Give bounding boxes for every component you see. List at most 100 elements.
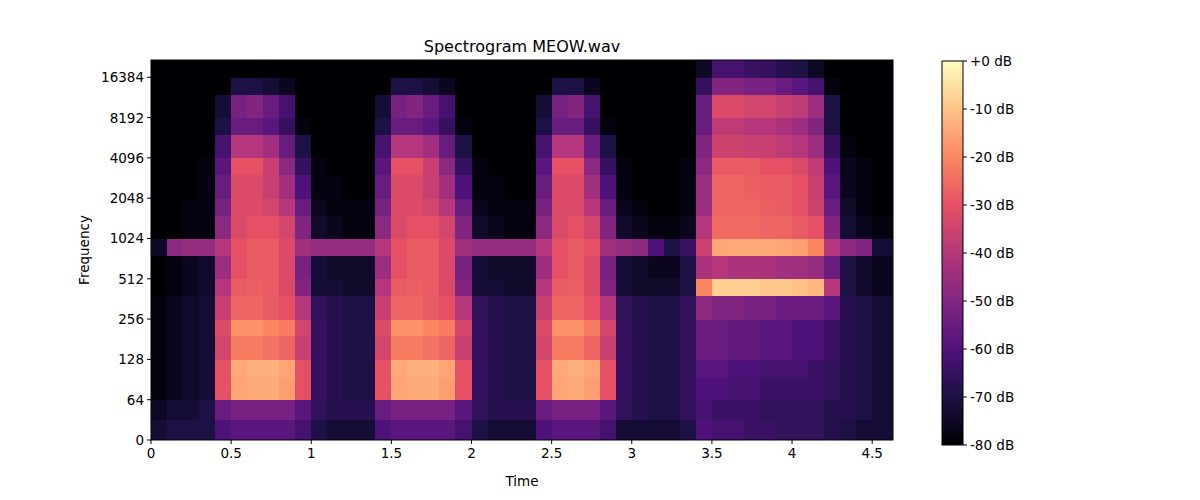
heatmap-cell <box>616 134 633 158</box>
heatmap-cell <box>600 118 617 135</box>
heatmap-cell <box>584 400 601 421</box>
heatmap-cell <box>808 238 825 255</box>
heatmap-cell <box>856 60 873 78</box>
heatmap-cell <box>183 400 200 421</box>
heatmap-cell <box>520 198 537 215</box>
heatmap-cell <box>167 60 184 78</box>
heatmap-cell <box>536 400 553 421</box>
heatmap-cell <box>455 215 472 239</box>
heatmap-cell <box>472 400 489 421</box>
heatmap-cell <box>327 77 344 94</box>
heatmap-cell <box>744 255 761 279</box>
heatmap-cell <box>760 175 777 199</box>
heatmap-cell <box>536 238 553 255</box>
heatmap-cell <box>568 77 585 94</box>
x-tick-label: 4.5 <box>861 445 882 461</box>
heatmap-cell <box>199 279 216 296</box>
heatmap-cell <box>439 60 456 78</box>
heatmap-cell <box>552 296 569 320</box>
heatmap-cell <box>359 94 376 118</box>
heatmap-cell <box>600 255 617 279</box>
x-tick <box>151 440 152 444</box>
heatmap-cell <box>423 158 440 175</box>
heatmap-cell <box>375 60 392 78</box>
y-tick-label: 0 <box>135 432 144 448</box>
heatmap-cell <box>391 118 408 135</box>
heatmap-cell <box>728 118 745 135</box>
heatmap-cell <box>488 255 505 279</box>
heatmap-cell <box>439 255 456 279</box>
heatmap-cell <box>536 198 553 215</box>
heatmap-cell <box>263 279 280 296</box>
heatmap-cell <box>343 319 360 336</box>
heatmap-cell <box>760 158 777 175</box>
heatmap-cell <box>263 359 280 376</box>
heatmap-cell <box>664 215 681 239</box>
heatmap-cell <box>151 238 168 255</box>
x-tick <box>231 440 232 444</box>
heatmap-cell <box>712 134 729 158</box>
heatmap-cell <box>824 296 841 320</box>
heatmap-cell <box>215 359 232 376</box>
heatmap-cell <box>744 94 761 118</box>
heatmap-cell <box>728 376 745 400</box>
heatmap-cell <box>584 94 601 118</box>
heatmap-cell <box>279 134 296 158</box>
heatmap-cell <box>391 77 408 94</box>
heatmap-cell <box>215 60 232 78</box>
heatmap-cell <box>311 279 328 296</box>
heatmap-cell <box>504 134 521 158</box>
heatmap-cell <box>215 118 232 135</box>
heatmap-cell <box>840 238 857 255</box>
heatmap-cell <box>520 420 537 440</box>
colorbar-tick-label: -70 dB <box>970 389 1014 405</box>
heatmap-cell <box>504 336 521 360</box>
heatmap-cell <box>199 376 216 400</box>
heatmap-cell <box>616 296 633 320</box>
heatmap-cell <box>664 296 681 320</box>
heatmap-cell <box>728 336 745 360</box>
heatmap-cell <box>488 134 505 158</box>
heatmap-cell <box>696 279 713 296</box>
heatmap-cell <box>375 319 392 336</box>
y-tick-label: 256 <box>118 311 144 327</box>
heatmap-cell <box>423 296 440 320</box>
heatmap-cell <box>311 319 328 336</box>
heatmap-cell <box>183 118 200 135</box>
heatmap-cell <box>792 255 809 279</box>
heatmap-cell <box>824 175 841 199</box>
heatmap-cell <box>792 400 809 421</box>
heatmap-cell <box>552 215 569 239</box>
heatmap-cell <box>840 255 857 279</box>
heatmap-cell <box>680 60 697 78</box>
heatmap-cell <box>504 94 521 118</box>
heatmap-cell <box>391 255 408 279</box>
heatmap-cell <box>391 336 408 360</box>
heatmap-cell <box>648 175 665 199</box>
y-tick <box>147 319 151 320</box>
heatmap-cell <box>712 400 729 421</box>
heatmap-cell <box>568 359 585 376</box>
heatmap-cell <box>279 359 296 376</box>
heatmap-cell <box>744 198 761 215</box>
heatmap-cell <box>183 77 200 94</box>
heatmap-cell <box>616 175 633 199</box>
y-tick-label: 8192 <box>110 110 144 126</box>
heatmap-cell <box>391 238 408 255</box>
heatmap-cell <box>295 175 312 199</box>
heatmap-cell <box>423 400 440 421</box>
heatmap-cell <box>391 175 408 199</box>
heatmap-cell <box>584 118 601 135</box>
heatmap-cell <box>263 77 280 94</box>
heatmap-cell <box>167 198 184 215</box>
colorbar-tick-label: -50 dB <box>970 293 1014 309</box>
heatmap-cell <box>728 296 745 320</box>
heatmap-cell <box>792 420 809 440</box>
colorbar-tick <box>963 61 967 62</box>
heatmap-cell <box>664 336 681 360</box>
heatmap-cell <box>391 134 408 158</box>
colorbar-tick-label: -30 dB <box>970 197 1014 213</box>
heatmap-cell <box>504 77 521 94</box>
heatmap-cell <box>247 359 264 376</box>
heatmap-cell <box>263 400 280 421</box>
